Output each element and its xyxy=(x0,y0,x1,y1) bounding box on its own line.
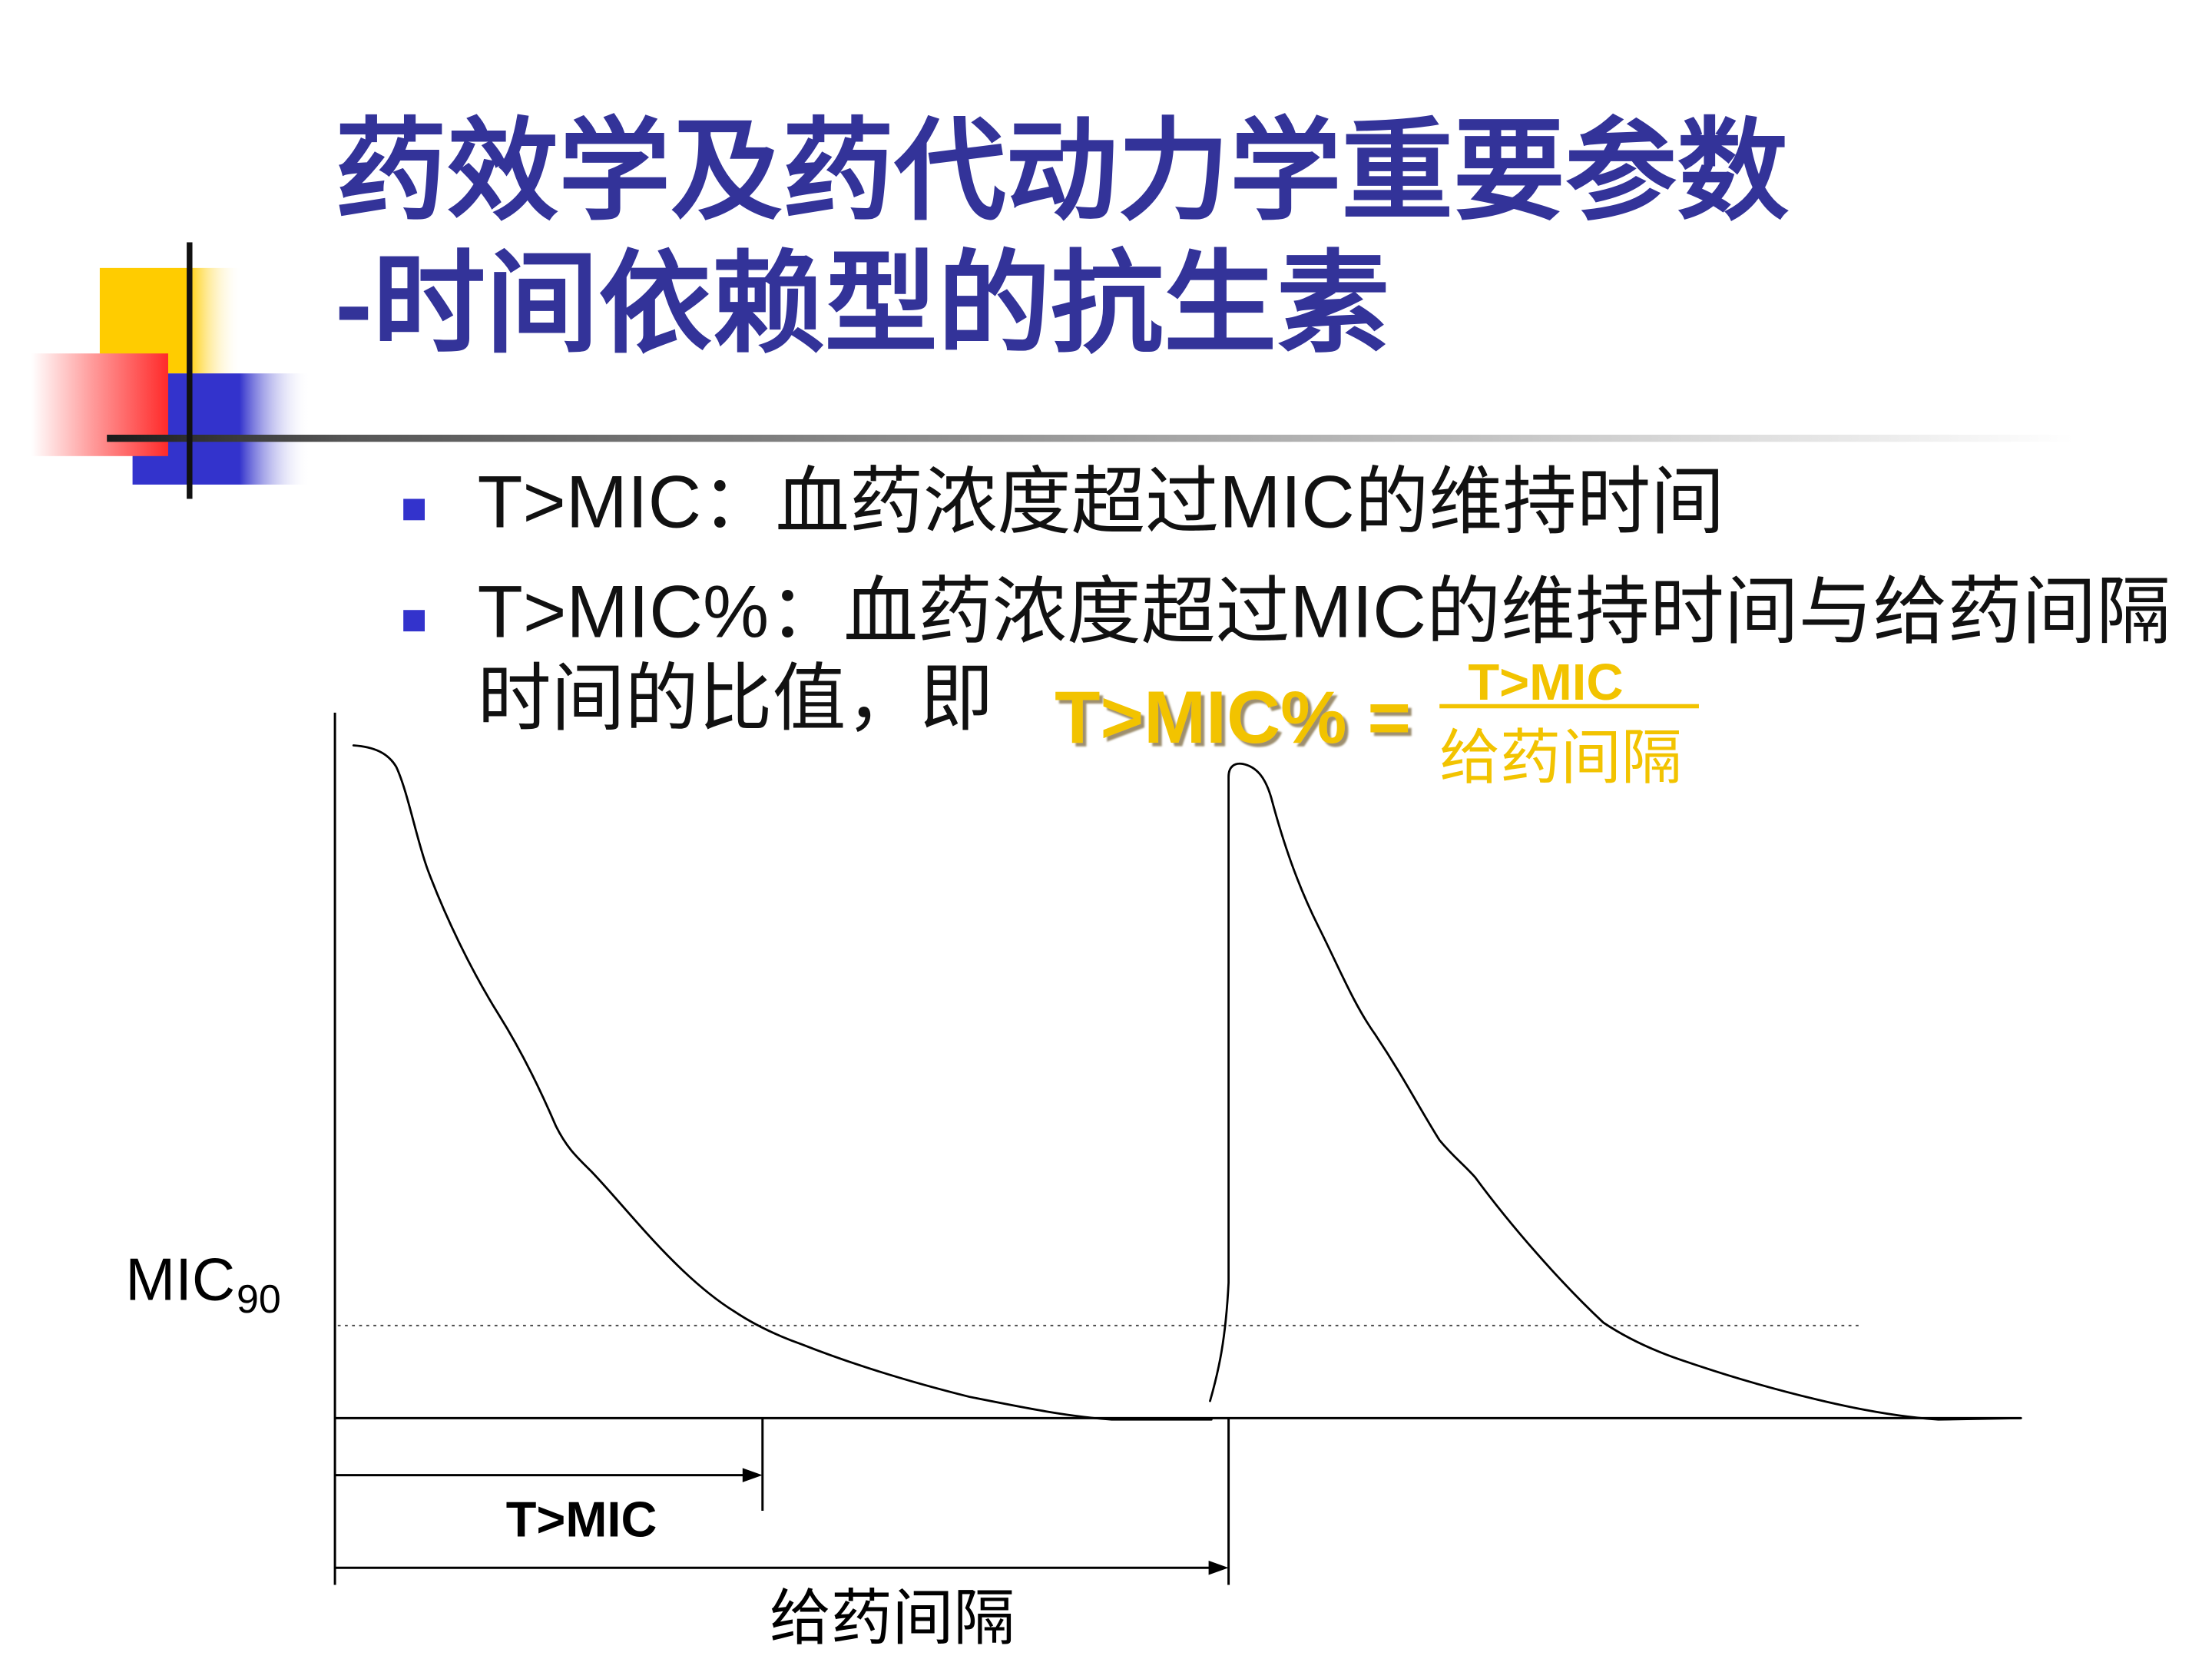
t-mic-percent-formula: T>MIC% = T>MIC 给药间隔 xyxy=(1055,654,1699,791)
dosing-interval-label: 给药间隔 xyxy=(770,1584,1015,1652)
concentration-curve-dose-1 xyxy=(352,744,1213,1421)
bullet-2-text-line1: T>MIC%：血药浓度超过MIC的维持时间与给药间隔 xyxy=(478,571,2171,653)
t-mic-label: T>MIC xyxy=(506,1491,657,1547)
formula-denominator: 给药间隔 xyxy=(1439,724,1681,791)
concentration-curve-dose-2 xyxy=(1209,762,2022,1421)
decorative-corner-blocks xyxy=(31,242,2074,499)
mic-label: MIC xyxy=(125,1245,235,1313)
formula-lhs: T>MIC% = xyxy=(1055,677,1411,759)
page-title-line1: 药效学及药代动力学重要参数 xyxy=(335,109,1789,233)
bullet-2-text-line2: 时间的比值，即 xyxy=(478,658,994,740)
bullet-marker xyxy=(403,498,425,521)
formula-numerator: T>MIC xyxy=(1468,654,1623,711)
concentration-time-diagram: MIC 90 T>MIC 给药间隔 xyxy=(125,712,2022,1652)
dosing-interval-arrowhead xyxy=(1208,1560,1229,1575)
t-mic-arrowhead xyxy=(742,1468,763,1482)
mic-subscript: 90 xyxy=(237,1277,281,1322)
fraction-bar xyxy=(1439,704,1699,709)
page-title-line2: -时间依赖型的抗生素 xyxy=(335,241,1389,366)
bullet-1-text: T>MIC：血药浓度超过MIC的维持时间 xyxy=(478,462,1725,544)
title-rule xyxy=(107,434,2074,442)
vertical-accent-line xyxy=(187,242,193,499)
bullet-marker xyxy=(403,610,425,632)
